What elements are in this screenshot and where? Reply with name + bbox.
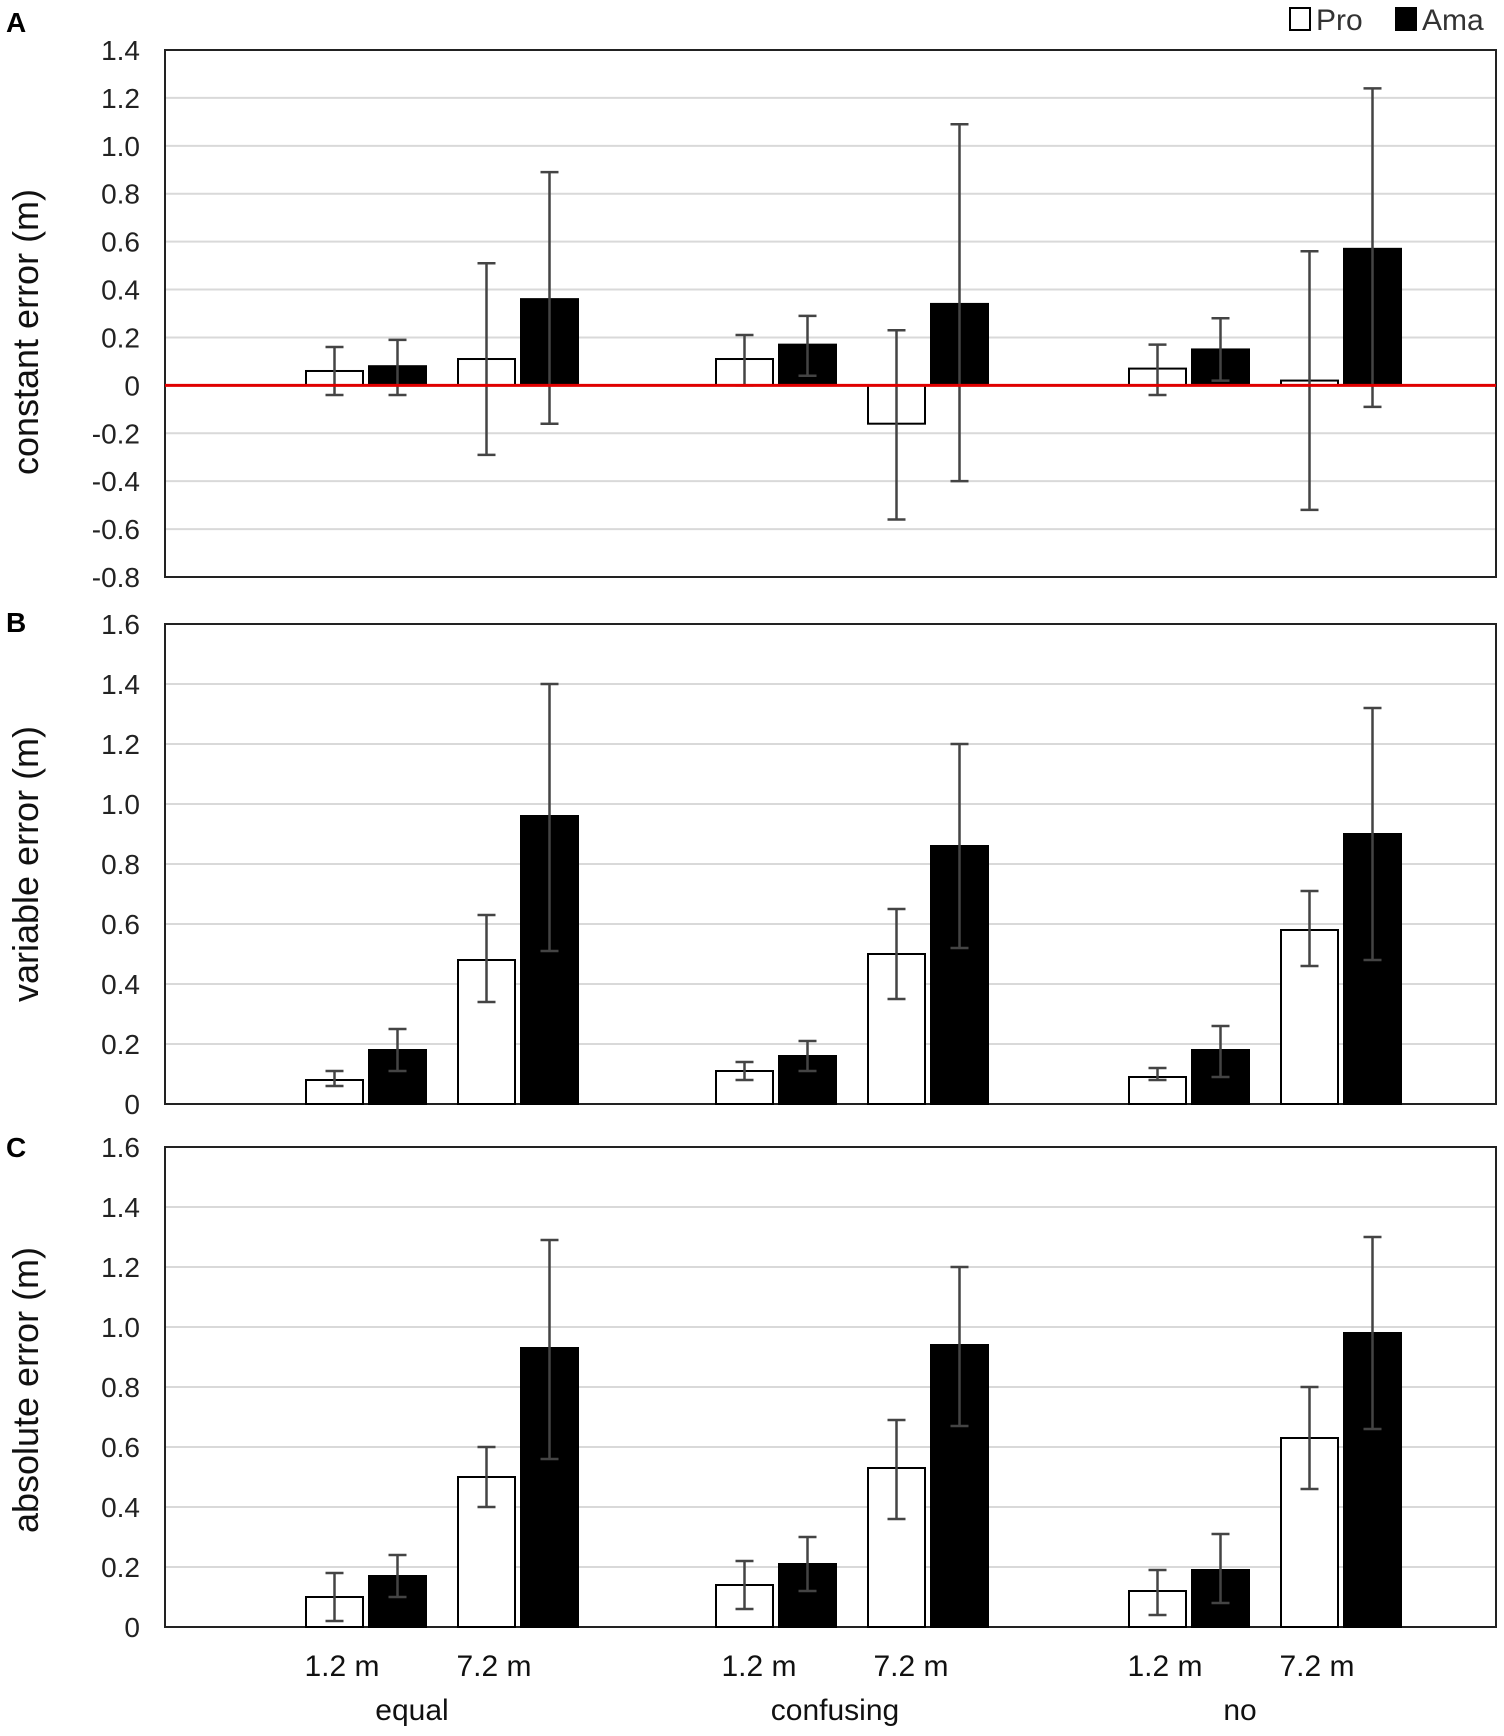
- y-tick-label: 0.4: [101, 1492, 140, 1523]
- y-tick-label: 0.4: [101, 275, 140, 306]
- x-distance-label: 1.2 m: [304, 1650, 379, 1683]
- y-tick-label: -0.4: [92, 466, 140, 497]
- y-tick-label: 1.4: [101, 1192, 140, 1223]
- y-tick-label: 0.4: [101, 969, 140, 1000]
- panel-label-c: C: [6, 1132, 26, 1163]
- y-tick-label: 1.2: [101, 1252, 140, 1283]
- y-tick-label: 0.2: [101, 1552, 140, 1583]
- y-tick-label: 1.0: [101, 1312, 140, 1343]
- y-axis-title-a: constant error (m): [5, 189, 46, 475]
- y-tick-label: 0.6: [101, 1432, 140, 1463]
- y-tick-label: 0.2: [101, 1029, 140, 1060]
- x-condition-label-no: no: [1223, 1694, 1256, 1727]
- x-distance-label: 1.2 m: [1127, 1650, 1202, 1683]
- y-tick-label: 0: [124, 1089, 140, 1120]
- x-distance-label: 7.2 m: [873, 1650, 948, 1683]
- y-tick-label: 1.2: [101, 729, 140, 760]
- y-tick-label: 0.8: [101, 179, 140, 210]
- y-tick-label: 1.6: [101, 1132, 140, 1163]
- y-tick-label: 0.8: [101, 1372, 140, 1403]
- x-axis-labels: 1.2 m 7.2 m 1.2 m 7.2 m 1.2 m 7.2 m equa…: [304, 1650, 1354, 1727]
- y-tick-label: 0.6: [101, 909, 140, 940]
- panel-c: 0 0.2 0.4 0.6 0.8 1.0 1.2 1.4 1.6: [101, 1132, 1497, 1643]
- x-distance-label: 7.2 m: [456, 1650, 531, 1683]
- y-tick-label: 1.6: [101, 609, 140, 640]
- y-tick-label: 0: [124, 1612, 140, 1643]
- y-axis-title-c: absolute error (m): [5, 1247, 46, 1533]
- y-tick-label: 0.6: [101, 227, 140, 258]
- y-tick-label: -0.6: [92, 514, 140, 545]
- legend-swatch-ama: [1395, 7, 1417, 31]
- plot-frame: [164, 49, 1497, 578]
- y-axis-title-b: variable error (m): [5, 726, 46, 1002]
- panel-label-b: B: [6, 607, 26, 638]
- panel-label-a: A: [6, 7, 26, 38]
- y-tick-label: -0.2: [92, 418, 140, 449]
- x-condition-label-equal: equal: [375, 1694, 448, 1727]
- panel-a: -0.8 -0.6 -0.4 -0.2 0 0.2 0.4 0.6 0.8 1.0 1.2 1.4: [92, 35, 1497, 593]
- y-tick-label: 0.8: [101, 849, 140, 880]
- x-distance-label: 7.2 m: [1279, 1650, 1354, 1683]
- y-tick-label: 1.4: [101, 669, 140, 700]
- x-distance-label: 1.2 m: [721, 1650, 796, 1683]
- x-condition-label-confusing: confusing: [771, 1694, 899, 1727]
- y-tick-label: 1.0: [101, 789, 140, 820]
- y-tick-label: 1.4: [101, 35, 140, 66]
- legend-label-pro: Pro: [1316, 4, 1363, 37]
- y-tick-label: 0.2: [101, 322, 140, 353]
- legend-swatch-pro: [1289, 7, 1311, 31]
- y-tick-label: 1.0: [101, 131, 140, 162]
- y-tick-label: -0.8: [92, 562, 140, 593]
- legend-label-ama: Ama: [1422, 4, 1484, 37]
- y-tick-label: 1.2: [101, 83, 140, 114]
- panel-b: 0 0.2 0.4 0.6 0.8 1.0 1.2 1.4 1.6: [101, 609, 1497, 1120]
- y-tick-label: 0: [124, 370, 140, 401]
- legend: Pro Ama: [1289, 4, 1484, 37]
